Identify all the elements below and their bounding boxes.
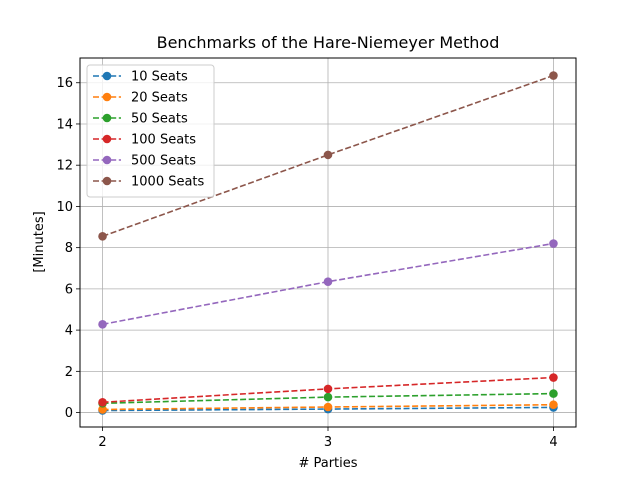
data-point	[323, 277, 333, 286]
series-4	[98, 373, 558, 407]
series-line	[102, 74, 554, 238]
legend-swatch-marker	[102, 176, 112, 186]
legend-label: 500 Seats	[131, 154, 196, 169]
series-5	[98, 239, 558, 329]
y-tick-label: 16	[56, 76, 73, 91]
series-2	[98, 400, 558, 414]
data-point	[549, 389, 558, 398]
legend-label: 100 Seats	[131, 133, 196, 148]
data-point	[98, 320, 107, 329]
data-point	[98, 232, 107, 241]
legend-swatch-marker	[102, 113, 112, 123]
legend-item: 500 Seats	[93, 154, 196, 169]
legend-label: 50 Seats	[131, 112, 188, 127]
data-point	[323, 150, 333, 160]
data-point	[549, 239, 558, 248]
y-tick-label: 6	[65, 282, 73, 297]
ticks: 2 3 4 0 2 4 6 8 10 12 14 16	[56, 76, 557, 450]
y-tick-label: 8	[65, 241, 73, 256]
data-point	[549, 71, 558, 80]
x-tick-label: 2	[98, 435, 106, 450]
y-tick-label: 14	[56, 117, 73, 132]
x-tick-label: 3	[324, 435, 332, 450]
legend-label: 20 Seats	[131, 91, 188, 106]
y-tick-label: 4	[65, 324, 73, 339]
legend-item: 20 Seats	[93, 91, 188, 106]
x-axis-label: # Parties	[298, 456, 357, 471]
data-point	[98, 405, 107, 414]
legend-item: 100 Seats	[93, 133, 196, 148]
legend-swatch-marker	[102, 92, 112, 102]
legend: 10 Seats 20 Seats 50 Seats 100 Seats 500 Sea…	[86, 64, 215, 198]
data-point	[98, 397, 107, 407]
legend-swatch-marker	[102, 71, 112, 81]
x-tick-label: 4	[549, 435, 557, 450]
legend-item: 50 Seats	[93, 112, 188, 127]
y-tick-label: 12	[56, 159, 73, 174]
legend-box	[86, 64, 215, 198]
data-point	[549, 400, 558, 410]
series-layer	[98, 71, 558, 415]
legend-swatch-marker	[102, 134, 112, 144]
series-6	[98, 71, 558, 241]
data-point	[323, 402, 333, 412]
y-axis-label: [Minutes]	[32, 211, 47, 272]
legend-label: 10 Seats	[131, 70, 188, 85]
y-tick-label: 0	[65, 406, 73, 421]
legend-label: 1000 Seats	[131, 175, 205, 190]
chart-title: Benchmarks of the Hare-Niemeyer Method	[157, 33, 500, 52]
data-point	[323, 392, 333, 402]
data-point	[549, 373, 558, 382]
y-tick-label: 2	[65, 365, 73, 380]
legend-item: 1000 Seats	[93, 175, 205, 190]
y-tick-label: 10	[56, 200, 73, 215]
legend-item: 10 Seats	[93, 70, 188, 85]
legend-swatch-marker	[102, 155, 112, 165]
data-point	[323, 384, 333, 394]
